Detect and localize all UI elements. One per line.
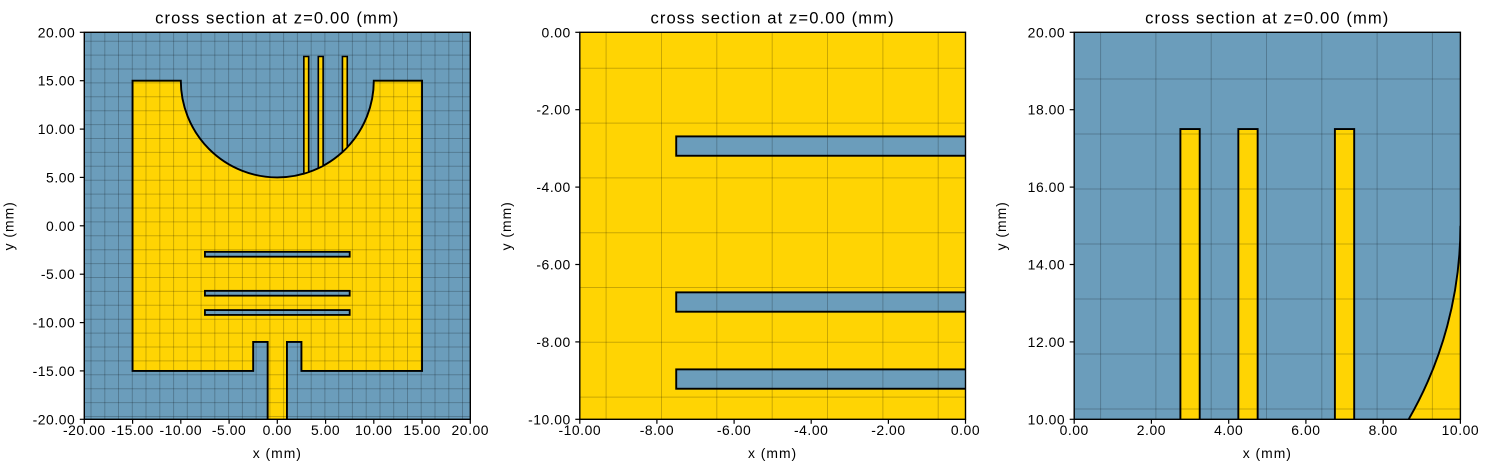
- svg-text:-2.00: -2.00: [871, 422, 905, 438]
- svg-text:-10.00: -10.00: [558, 422, 601, 438]
- svg-text:-5.00: -5.00: [41, 266, 75, 282]
- svg-text:cross section at z=0.00 (mm): cross section at z=0.00 (mm): [1145, 9, 1389, 28]
- svg-text:20.00: 20.00: [38, 24, 76, 40]
- svg-text:-2.00: -2.00: [536, 102, 570, 118]
- svg-text:8.00: 8.00: [1369, 422, 1398, 438]
- svg-text:-20.00: -20.00: [33, 411, 76, 427]
- svg-text:0.00: 0.00: [263, 422, 292, 438]
- svg-text:0.00: 0.00: [542, 24, 571, 40]
- svg-text:cross section at z=0.00 (mm): cross section at z=0.00 (mm): [155, 9, 399, 28]
- svg-text:5.00: 5.00: [46, 169, 75, 185]
- svg-text:12.00: 12.00: [1028, 334, 1066, 350]
- svg-text:5.00: 5.00: [311, 422, 340, 438]
- svg-text:y (mm): y (mm): [993, 201, 1009, 250]
- svg-text:-10.00: -10.00: [159, 422, 202, 438]
- svg-text:10.00: 10.00: [355, 422, 393, 438]
- svg-text:-8.00: -8.00: [640, 422, 674, 438]
- svg-text:2.00: 2.00: [1137, 422, 1166, 438]
- svg-text:15.00: 15.00: [403, 422, 441, 438]
- svg-text:14.00: 14.00: [1028, 257, 1066, 273]
- svg-text:4.00: 4.00: [1214, 422, 1243, 438]
- svg-text:-20.00: -20.00: [63, 422, 106, 438]
- svg-text:-15.00: -15.00: [33, 363, 76, 379]
- svg-text:-15.00: -15.00: [111, 422, 154, 438]
- svg-text:10.00: 10.00: [38, 121, 76, 137]
- svg-text:20.00: 20.00: [452, 422, 490, 438]
- svg-text:-4.00: -4.00: [794, 422, 828, 438]
- svg-text:6.00: 6.00: [1291, 422, 1320, 438]
- svg-text:cross section at z=0.00 (mm): cross section at z=0.00 (mm): [650, 9, 894, 28]
- svg-text:20.00: 20.00: [1028, 24, 1066, 40]
- svg-text:-10.00: -10.00: [33, 315, 76, 331]
- svg-text:x (mm): x (mm): [748, 445, 797, 461]
- svg-text:-6.00: -6.00: [536, 257, 570, 273]
- svg-text:-4.00: -4.00: [536, 179, 570, 195]
- svg-text:-10.00: -10.00: [528, 411, 571, 427]
- svg-text:18.00: 18.00: [1028, 102, 1066, 118]
- svg-text:10.00: 10.00: [1028, 411, 1066, 427]
- svg-text:0.00: 0.00: [951, 422, 980, 438]
- svg-text:15.00: 15.00: [38, 73, 76, 89]
- svg-text:0.00: 0.00: [46, 218, 75, 234]
- svg-text:x (mm): x (mm): [253, 445, 302, 461]
- svg-text:y (mm): y (mm): [498, 201, 514, 250]
- svg-text:0.00: 0.00: [1060, 422, 1089, 438]
- svg-text:10.00: 10.00: [1442, 422, 1480, 438]
- svg-text:-6.00: -6.00: [717, 422, 751, 438]
- svg-text:-5.00: -5.00: [212, 422, 246, 438]
- svg-text:-8.00: -8.00: [536, 334, 570, 350]
- svg-text:x (mm): x (mm): [1243, 445, 1292, 461]
- svg-text:y (mm): y (mm): [1, 201, 17, 250]
- svg-text:16.00: 16.00: [1028, 179, 1066, 195]
